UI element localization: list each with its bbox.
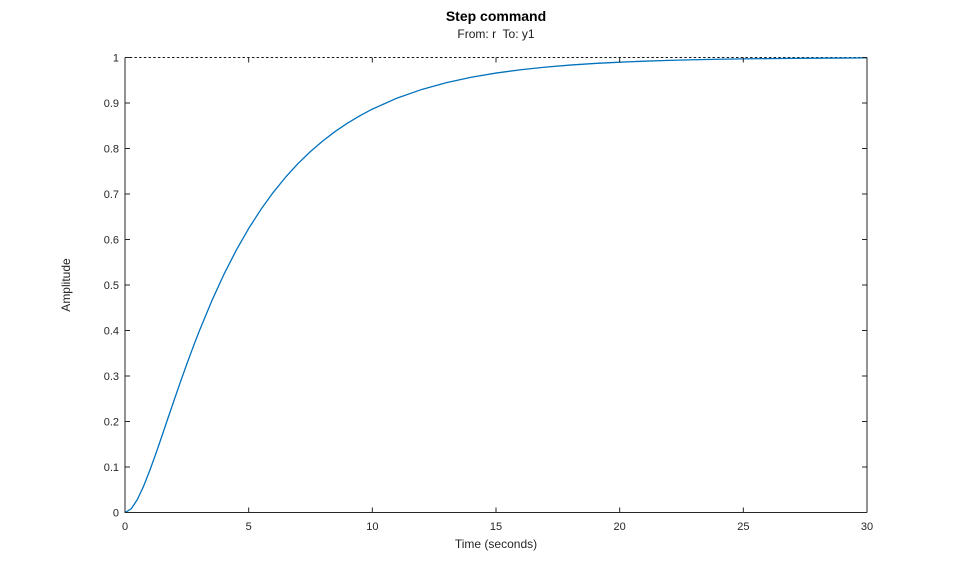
- y-tick-label: 0.3: [104, 371, 119, 383]
- y-tick-label: 0.9: [104, 98, 119, 110]
- x-axis-label: Time (seconds): [454, 537, 538, 551]
- y-tick-label: 1: [113, 53, 119, 65]
- y-tick-label: 0: [113, 508, 119, 520]
- y-tick-label: 0.7: [104, 189, 119, 201]
- x-tick-label: 25: [737, 521, 749, 533]
- x-tick-label: 0: [122, 521, 128, 533]
- x-tick-label: 15: [490, 521, 502, 533]
- x-tick-label: 30: [861, 521, 873, 533]
- y-tick-label: 0.4: [104, 326, 119, 338]
- y-tick-label: 0.6: [104, 235, 119, 247]
- x-tick-label: 5: [246, 521, 252, 533]
- y-tick-label: 0.5: [104, 280, 119, 292]
- chart-title: Step command: [445, 8, 547, 24]
- y-tick-label: 0.2: [104, 417, 119, 429]
- y-tick-label: 0.1: [104, 462, 119, 474]
- x-tick-label: 10: [366, 521, 378, 533]
- step-response-curve: [124, 57, 868, 514]
- chart-subtitle: From: r To: y1: [457, 27, 535, 41]
- y-tick-label: 0.8: [104, 144, 119, 156]
- x-tick-label: 20: [614, 521, 626, 533]
